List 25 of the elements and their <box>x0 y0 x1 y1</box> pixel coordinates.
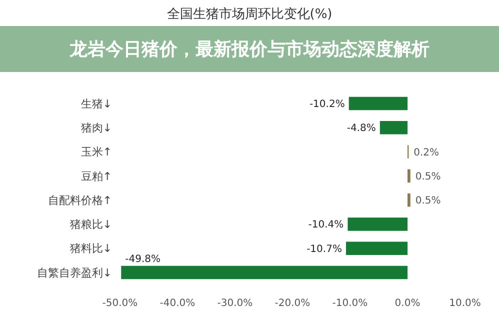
x-tick-label: -10.0% <box>332 298 368 309</box>
data-label: 0.2% <box>414 147 440 158</box>
y-tick-label: 玉米↑ <box>80 146 112 159</box>
data-label: -4.8% <box>346 123 376 134</box>
data-label: -10.4% <box>308 220 344 231</box>
text: 龙岩今日猪价，最新报价与市场动态深度解析 <box>68 39 430 60</box>
x-tick-label: -20.0% <box>274 298 310 309</box>
data-label: -10.7% <box>306 244 342 255</box>
y-tick-label: 豆粕↑ <box>80 170 112 183</box>
y-tick-label: 猪料比↓ <box>70 242 112 256</box>
data-label: 0.5% <box>415 171 441 182</box>
y-tick-label: 生猪↓ <box>80 97 112 110</box>
y-tick-label: 猪粮比↓ <box>70 218 112 232</box>
chart-title: 全国生猪市场周环比变化(%) <box>166 7 332 22</box>
x-tick-label: 0.0% <box>394 298 420 309</box>
y-tick-label: 猪肉↓ <box>80 121 112 134</box>
x-tick-label: 10.0% <box>449 298 481 309</box>
data-label: 0.5% <box>415 196 441 207</box>
x-tick-label: -30.0% <box>217 298 253 309</box>
x-tick-label: -40.0% <box>160 298 196 309</box>
data-label: -49.8% <box>125 254 161 265</box>
y-tick-label: 自繁自养盈利↓ <box>36 266 112 280</box>
y-tick-label: 自配料价格↑ <box>48 194 112 207</box>
x-tick-label: -50.0% <box>102 298 138 309</box>
data-label: -10.2% <box>309 99 345 110</box>
